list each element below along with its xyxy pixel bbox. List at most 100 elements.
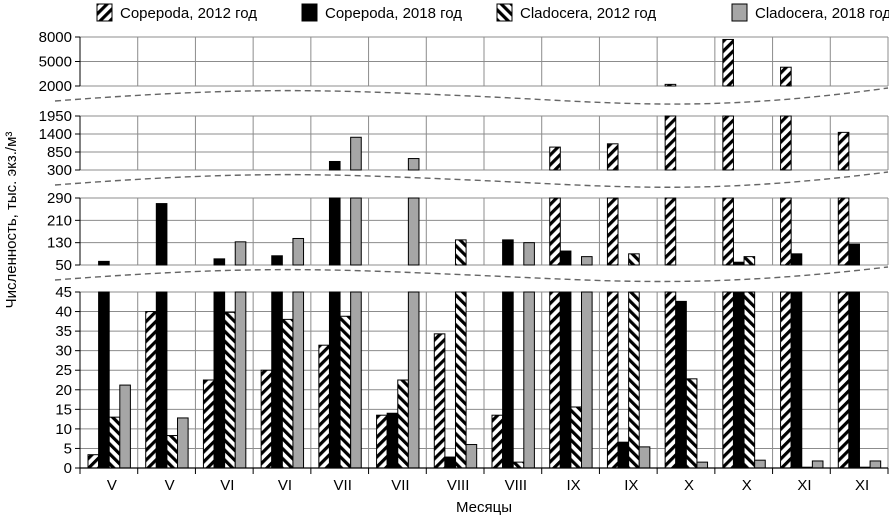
bar-segment [664,291,677,469]
bar-segment [811,460,824,469]
bar [260,369,273,469]
bar-segment [790,253,803,266]
bar [465,444,478,469]
bar-segment [98,291,110,469]
bar-segment [523,242,535,266]
x-tick-label: XI [797,477,811,494]
bar [491,414,504,469]
y-tick-label: 25 [55,362,72,379]
legend-item: Cladocera, 2018 год [731,3,889,22]
bar [397,379,409,469]
x-tick-label: VI [278,477,292,494]
y-tick-label: 10 [55,421,72,438]
bar [234,241,247,469]
bar [754,459,766,469]
bar-segment [376,414,388,469]
x-tick-label: VIII [447,477,470,494]
y-tick-label: 40 [55,304,72,321]
bar [696,461,709,469]
bar-segment [722,115,734,171]
bar [790,253,803,469]
bar-segment [98,260,110,266]
bar [732,261,745,469]
bar [376,414,388,469]
bar [502,239,514,469]
bar [318,344,330,469]
legend-swatch [301,3,318,22]
bar-segment [523,291,535,469]
x-tick-label: VI [220,477,234,494]
x-tick-label: IX [566,477,580,494]
bar [549,146,561,469]
x-tick-label: VIII [505,477,528,494]
axis-break-lines [54,87,889,283]
bar-segment [502,291,514,469]
y-tick-label: 8000 [39,29,72,46]
bar [271,255,283,469]
legend: Copepoda, 2012 год Copepoda, 2018 год Clad… [96,3,889,22]
y-tick-label: 850 [47,144,72,161]
bar [685,378,698,469]
y-tick-label: 130 [47,235,72,252]
bar-segment [754,459,766,469]
y-tick-label: 210 [47,212,72,229]
bar-segment [433,333,446,469]
bar [339,315,352,469]
bar [292,237,305,469]
bar [675,300,687,469]
gridlines [80,36,889,469]
bar-segment [444,456,456,469]
x-tick-label: V [165,477,175,494]
x-axis-label: Месяцы [456,499,512,516]
y-tick-label: 290 [47,190,72,207]
bar-segment [350,136,362,171]
bar [433,333,446,469]
bar-segment [559,291,572,469]
axis-break-line [54,87,889,105]
bar-segment [213,291,226,469]
bar [664,83,677,469]
x-tick-label: IX [624,477,638,494]
bar-segment [675,300,687,469]
y-tick-label: 15 [55,401,72,418]
bar [407,158,420,469]
bar-segment [328,291,341,469]
bar-segment [213,258,226,266]
bar-segment [177,417,189,469]
bar-segment [549,291,561,469]
x-tick-label: VII [391,477,409,494]
bar-segment [202,379,215,469]
bar-segment [328,197,341,266]
bar-segment [628,253,640,266]
axis-break-line [54,171,889,188]
bar [559,250,572,469]
bar [606,143,619,469]
bar-segment [155,203,168,266]
bar-segment [119,384,131,469]
bar [617,441,630,469]
bar-segment [271,255,283,266]
bar-segment [722,38,734,87]
bar-segment [318,344,330,469]
bar-segment [685,378,698,469]
bar [638,446,651,469]
bar-segment [292,291,305,469]
y-tick-label: 45 [55,284,72,301]
bar-segment [454,291,467,469]
bar-segment [559,250,572,266]
bar-segment [617,441,630,469]
bar [213,258,226,469]
y-tick-label: 5000 [39,54,72,71]
bar-segment [549,197,561,266]
bar [281,318,294,469]
bar-segment [664,115,677,171]
legend-item: Cladocera, 2012 год [496,3,656,22]
bar-segment [339,315,352,469]
bar-segment [407,197,420,266]
bar-segment [407,291,420,469]
bar [581,256,593,469]
y-tick-label: 20 [55,382,72,399]
bar-segment [696,461,709,469]
